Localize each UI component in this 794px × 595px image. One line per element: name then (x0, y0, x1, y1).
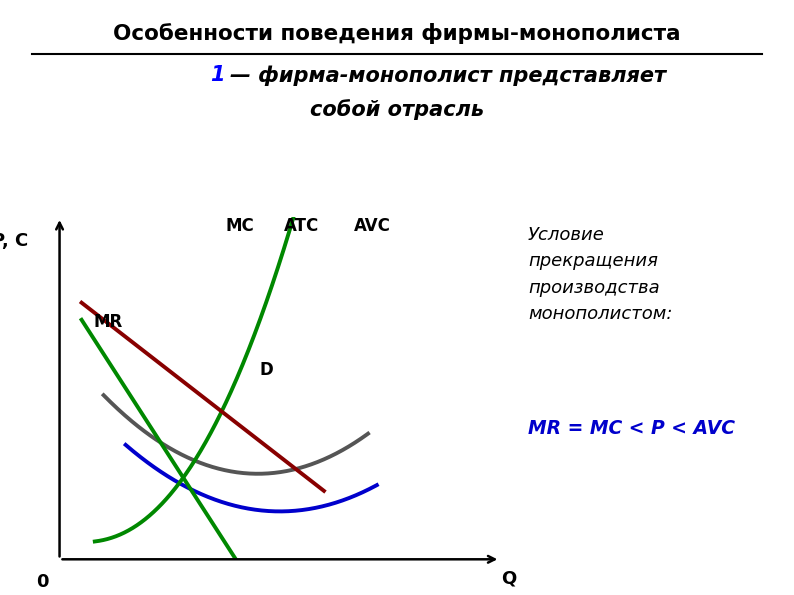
Text: Особенности поведения фирмы-монополиста: Особенности поведения фирмы-монополиста (114, 23, 680, 43)
Text: 0: 0 (36, 573, 48, 591)
Text: 1: 1 (210, 65, 225, 86)
Text: D: D (260, 361, 274, 378)
Text: Условие
прекращения
производства
монополистом:: Условие прекращения производства монопол… (528, 226, 673, 323)
Text: ATC: ATC (284, 217, 319, 235)
Text: MC: MC (225, 217, 255, 235)
Text: P, C: P, C (0, 232, 29, 250)
Text: Q: Q (501, 569, 517, 588)
Text: собой отрасль: собой отрасль (310, 99, 484, 120)
Text: MR = MC < P < AVC: MR = MC < P < AVC (528, 419, 735, 439)
Text: MR: MR (94, 312, 122, 331)
Text: — фирма-монополист представляет: — фирма-монополист представляет (230, 65, 666, 86)
Text: AVC: AVC (354, 217, 391, 235)
